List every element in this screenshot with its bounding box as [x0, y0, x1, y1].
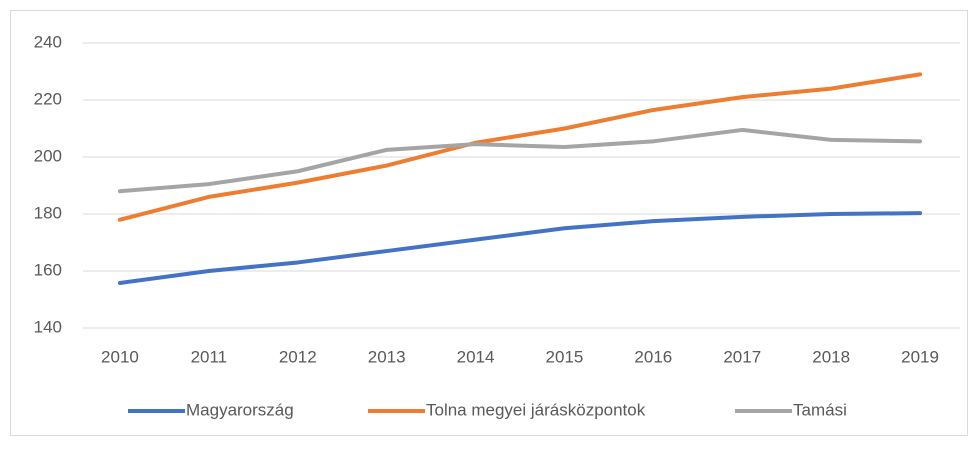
x-tick-label: 2012	[279, 347, 317, 366]
y-tick-label: 200	[34, 146, 62, 165]
x-tick-label: 2014	[457, 347, 495, 366]
legend-label: Tolna megyei járásközpontok	[426, 400, 646, 419]
legend-label: Tamási	[793, 400, 847, 419]
legend-label: Magyarország	[186, 400, 294, 419]
x-tick-label: 2016	[634, 347, 672, 366]
x-tick-label: 2017	[723, 347, 761, 366]
x-tick-label: 2010	[101, 347, 139, 366]
x-tick-label: 2011	[191, 347, 228, 366]
x-tick-label: 2018	[812, 347, 850, 366]
x-tick-label: 2015	[546, 347, 584, 366]
series-line	[117, 127, 923, 194]
series-line	[117, 72, 923, 222]
y-tick-label: 220	[34, 89, 62, 108]
x-tick-label: 2019	[901, 347, 939, 366]
y-tick-label: 240	[34, 32, 62, 51]
y-tick-label: 180	[34, 203, 62, 222]
x-tick-label: 2013	[368, 347, 406, 366]
y-tick-label: 140	[34, 317, 62, 336]
series-line	[117, 211, 923, 285]
y-tick-label: 160	[34, 260, 62, 279]
chart-frame	[10, 10, 968, 436]
